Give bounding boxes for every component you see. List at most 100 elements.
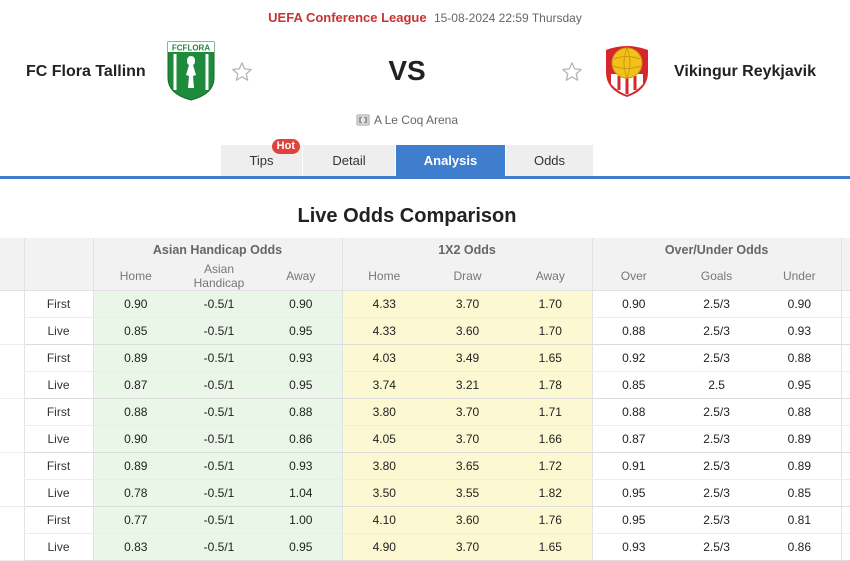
cell-asian-home: 0.88: [92, 398, 178, 426]
cell-1x2-away: 1.66: [509, 425, 593, 453]
cell-asian-handicap: -0.5/1: [178, 479, 260, 507]
row-label: Live: [23, 425, 93, 453]
tab-odds-label: Odds: [533, 153, 566, 168]
cell-asian-handicap: -0.5/1: [178, 344, 260, 372]
match-datetime: 15-08-2024 22:59 Thursday: [433, 11, 582, 25]
cell-1x2-away: 1.65: [509, 344, 593, 372]
row-end-spacer: [840, 479, 850, 507]
row-group-spacer: [0, 398, 24, 453]
row-label: First: [23, 506, 93, 534]
row-group-spacer: [0, 452, 24, 507]
cell-asian-away: 0.95: [260, 533, 343, 561]
cell-over: 0.91: [591, 452, 676, 480]
cell-1x2-home: 3.80: [341, 452, 427, 480]
cell-asian-away: 0.95: [260, 371, 343, 399]
tab-detail[interactable]: Detail: [303, 145, 396, 176]
odds-row[interactable]: First 0.77 -0.5/1 1.00 4.10 3.60 1.76 0.95 2.5/3…: [0, 506, 850, 561]
match-tabs: Tips Hot Detail Analysis Odds: [221, 139, 594, 176]
cell-asian-handicap: -0.5/1: [178, 398, 260, 426]
cell-under: 0.85: [758, 479, 842, 507]
match-header: UEFA Conference League 15-08-2024 22:59 …: [0, 10, 850, 25]
away-team-name[interactable]: Vikingur Reykjavik: [674, 63, 816, 80]
tabs-underline: [0, 176, 850, 179]
cell-asian-away: 0.88: [260, 398, 343, 426]
odds-row[interactable]: Live 0.83 -0.5/1 0.95 4.90 3.70 1.65 0.93 2.5/3 0…: [0, 533, 850, 561]
row-label: First: [23, 290, 93, 318]
col-header-over: Over: [591, 262, 676, 291]
col-header-1x2-home: Home: [341, 262, 427, 291]
cell-asian-home: 0.83: [92, 533, 178, 561]
stadium-icon: [356, 114, 370, 126]
cell-asian-handicap: -0.5/1: [178, 425, 260, 453]
cell-1x2-draw: 3.21: [426, 371, 510, 399]
hot-badge: Hot: [271, 139, 300, 154]
cell-goals: 2.5/3: [675, 506, 759, 534]
cell-goals: 2.5/3: [675, 479, 759, 507]
cell-over: 0.85: [591, 371, 676, 399]
cell-asian-home: 0.89: [92, 452, 178, 480]
tab-analysis-label: Analysis: [423, 153, 478, 168]
odds-row[interactable]: First 0.90 -0.5/1 0.90 4.33 3.70 1.70 0.90 2.5/3…: [0, 290, 850, 345]
odds-row[interactable]: First 0.89 -0.5/1 0.93 3.80 3.65 1.72 0.91 2.5/3…: [0, 452, 850, 507]
cell-1x2-away: 1.78: [509, 371, 593, 399]
col-header-asian-away: Away: [260, 262, 343, 291]
cell-under: 0.95: [758, 371, 842, 399]
cell-goals: 2.5: [675, 371, 759, 399]
cell-1x2-home: 3.80: [341, 398, 427, 426]
league-name[interactable]: UEFA Conference League: [268, 10, 427, 25]
odds-row[interactable]: Live 0.90 -0.5/1 0.86 4.05 3.70 1.66 0.87 2.5/3 0…: [0, 425, 850, 453]
cell-1x2-away: 1.70: [509, 317, 593, 345]
cell-asian-away: 0.90: [260, 290, 343, 318]
home-team-name[interactable]: FC Flora Tallinn: [26, 63, 146, 80]
cell-1x2-away: 1.72: [509, 452, 593, 480]
cell-over: 0.90: [591, 290, 676, 318]
cell-1x2-draw: 3.60: [426, 317, 510, 345]
odds-row[interactable]: First 0.88 -0.5/1 0.88 3.80 3.70 1.71 0.88 2.5/3…: [0, 398, 850, 453]
odds-comparison-table: Asian Handicap Odds 1X2 Odds Over/Under …: [0, 238, 850, 561]
row-label: Live: [23, 533, 93, 561]
odds-row[interactable]: Live 0.78 -0.5/1 1.04 3.50 3.55 1.82 0.95 2.5/3 0…: [0, 479, 850, 507]
row-label: Live: [23, 317, 93, 345]
tab-odds[interactable]: Odds: [506, 145, 594, 176]
odds-row[interactable]: Live 0.85 -0.5/1 0.95 4.33 3.60 1.70 0.88 2.5/3 0…: [0, 317, 850, 345]
row-label: First: [23, 344, 93, 372]
away-team-logo[interactable]: [600, 42, 654, 98]
home-team-logo[interactable]: FCFLORA: [166, 40, 216, 102]
row-end-spacer: [840, 398, 850, 426]
cell-1x2-home: 4.33: [341, 290, 427, 318]
tab-tips[interactable]: Tips Hot: [221, 139, 303, 176]
cell-goals: 2.5/3: [675, 317, 759, 345]
cell-1x2-draw: 3.49: [426, 344, 510, 372]
favorite-away-star-icon[interactable]: [561, 61, 583, 83]
cell-asian-away: 0.86: [260, 425, 343, 453]
cell-asian-home: 0.90: [92, 425, 178, 453]
col-header-asian-handicap: Asian Handicap: [178, 262, 260, 291]
cell-1x2-home: 4.33: [341, 317, 427, 345]
cell-goals: 2.5/3: [675, 452, 759, 480]
cell-goals: 2.5/3: [675, 344, 759, 372]
row-group-spacer: [0, 506, 24, 561]
cell-goals: 2.5/3: [675, 533, 759, 561]
row-end-spacer: [840, 452, 850, 480]
row-end-spacer: [840, 425, 850, 453]
cell-over: 0.93: [591, 533, 676, 561]
cell-1x2-away: 1.65: [509, 533, 593, 561]
row-end-spacer: [840, 344, 850, 372]
cell-asian-home: 0.77: [92, 506, 178, 534]
cell-asian-away: 0.93: [260, 344, 343, 372]
cell-1x2-draw: 3.60: [426, 506, 510, 534]
cell-goals: 2.5/3: [675, 290, 759, 318]
favorite-home-star-icon[interactable]: [231, 61, 253, 83]
cell-over: 0.88: [591, 317, 676, 345]
odds-row[interactable]: First 0.89 -0.5/1 0.93 4.03 3.49 1.65 0.92 2.5/3…: [0, 344, 850, 399]
row-label: First: [23, 398, 93, 426]
tab-analysis[interactable]: Analysis: [396, 145, 506, 176]
odds-row[interactable]: Live 0.87 -0.5/1 0.95 3.74 3.21 1.78 0.85 2.5 0.9…: [0, 371, 850, 399]
cell-asian-away: 1.00: [260, 506, 343, 534]
col-header-1x2-away: Away: [509, 262, 593, 291]
cell-asian-handicap: -0.5/1: [178, 317, 260, 345]
cell-under: 0.90: [758, 290, 842, 318]
cell-1x2-home: 4.10: [341, 506, 427, 534]
cell-under: 0.93: [758, 317, 842, 345]
cell-1x2-draw: 3.70: [426, 290, 510, 318]
